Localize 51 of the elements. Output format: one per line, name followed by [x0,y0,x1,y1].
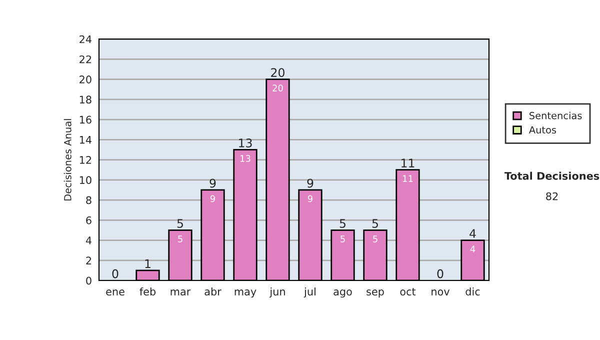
y-tick-label: 4 [86,236,92,244]
total-label: 5 [177,219,183,228]
total-label: 9 [210,178,216,188]
y-tick-label: 6 [86,216,92,224]
y-tick-label: 8 [86,196,92,204]
x-tick-label: ago [334,290,352,298]
data-label: 5 [178,236,182,242]
data-label: 11 [403,175,413,182]
data-label: 9 [308,195,312,202]
y-tick-label: 14 [80,136,92,144]
x-tick-label: oct [400,288,416,296]
y-tick-label: 10 [80,176,92,184]
total-label: 20 [271,68,284,78]
y-tick-label: 0 [86,276,92,285]
data-label: 20 [272,84,283,92]
total-label: 0 [112,269,118,278]
total-label: 5 [372,219,378,228]
total-label: 4 [470,229,476,238]
total-label: 1 [145,259,150,268]
x-tick-label: nov [432,290,450,296]
legend-label: Sentencias [530,112,582,120]
text: 82 [546,192,558,200]
y-tick-label: 16 [80,116,92,124]
total-label: 9 [307,178,314,188]
data-label: 13 [240,155,250,162]
data-label: 9 [210,195,215,202]
y-tick-label: 2 [86,256,92,264]
x-tick-label: abr [204,287,222,296]
y-tick-label: 12 [80,156,92,164]
y-tick-label: 18 [80,96,92,104]
data-label: 5 [373,236,378,242]
total-label: 5 [340,219,346,228]
y-tick-label: 22 [80,55,92,64]
y-axis-title: Decisiones Anual [64,119,72,200]
x-tick-label: mar [170,290,191,296]
x-tick-label: may [234,290,256,298]
x-tick-label: dic [466,287,480,296]
x-tick-label: jul [304,287,316,298]
x-tick-label: feb [140,287,156,296]
total-label: 0 [437,269,444,278]
y-tick-label: 20 [80,76,92,84]
data-label: 4 [470,246,476,252]
x-tick-label: jun [270,287,285,298]
text: Total Decisiones [504,172,600,180]
total-label: 11 [402,158,414,168]
x-tick-label: ene [106,290,124,296]
y-tick-label: 24 [80,35,92,44]
x-tick-label: sep [366,290,384,298]
legend-label: Autos [528,126,556,134]
total-label: 13 [239,138,252,148]
data-label: 5 [340,236,345,242]
